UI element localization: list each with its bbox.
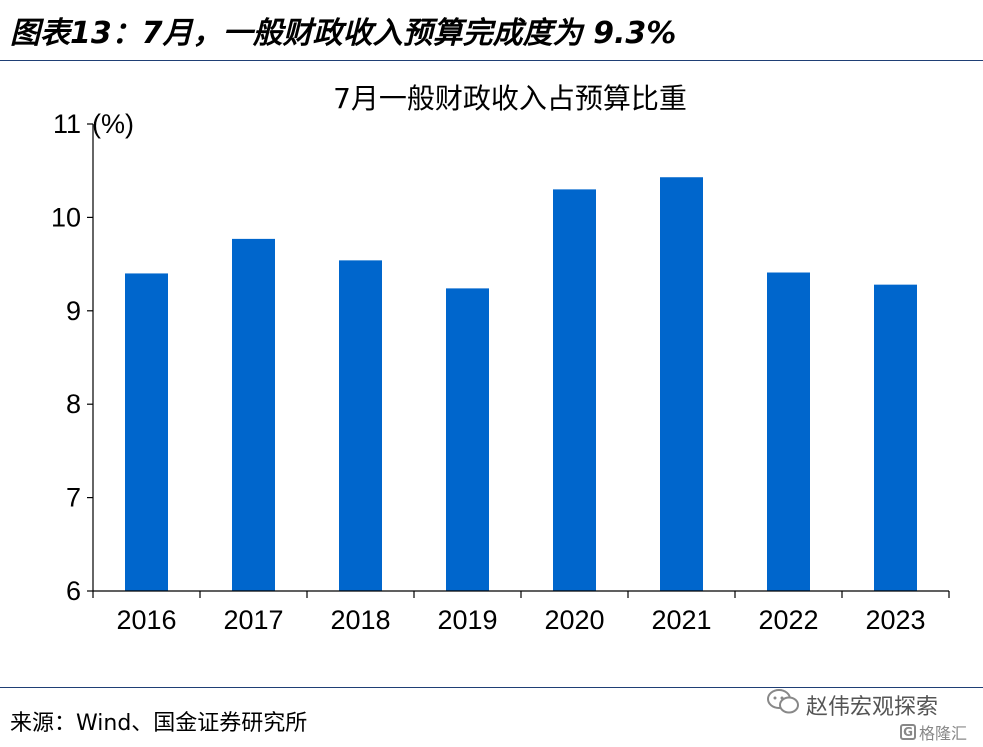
source-note: 来源：Wind、国金证券研究所 [10,711,308,736]
y-tick-label: 8 [66,389,81,419]
watermark2-text: 格隆汇 [919,724,968,743]
bar-2023 [874,284,917,591]
watermark-name: 赵伟宏观探索 [806,695,939,720]
gelonghui-icon: G [900,724,916,740]
y-axis-label: (%) [92,109,134,139]
bar-2022 [767,272,810,591]
bar-2018 [339,260,382,591]
chart-title: 7月一般财政收入占预算比重 [333,82,687,115]
y-tick-label: 6 [66,576,81,606]
y-tick-label: 11 [53,109,81,139]
y-tick-label: 7 [66,483,81,513]
x-tick-label: 2023 [865,605,925,635]
x-tick-label: 2019 [437,605,497,635]
bottom-rule [0,687,983,688]
x-tick-label: 2020 [544,605,604,635]
x-tick-label: 2022 [758,605,818,635]
wechat-icon [767,689,799,714]
bar-chart: 7月一般财政收入占预算比重 (%) 2016 2017 2018 2019 2020 20… [51,82,950,635]
x-tick-label: 2016 [116,605,176,635]
bar-2016 [125,273,168,591]
bar-2020 [553,189,596,591]
top-rule [0,60,983,61]
watermark-gelonghui: G 格隆汇 [900,720,967,744]
y-tick-label: 10 [51,202,81,232]
bar-2017 [232,238,275,591]
x-tick-label: 2017 [223,605,283,635]
bar-2019 [446,288,489,591]
x-tick-label: 2018 [330,605,390,635]
y-tick-label: 9 [66,296,81,326]
x-tick-label: 2021 [651,605,711,635]
bar-2021 [660,177,703,591]
figure-title: 图表13：7月，一般财政收入预算完成度为 9.3% [10,16,677,51]
